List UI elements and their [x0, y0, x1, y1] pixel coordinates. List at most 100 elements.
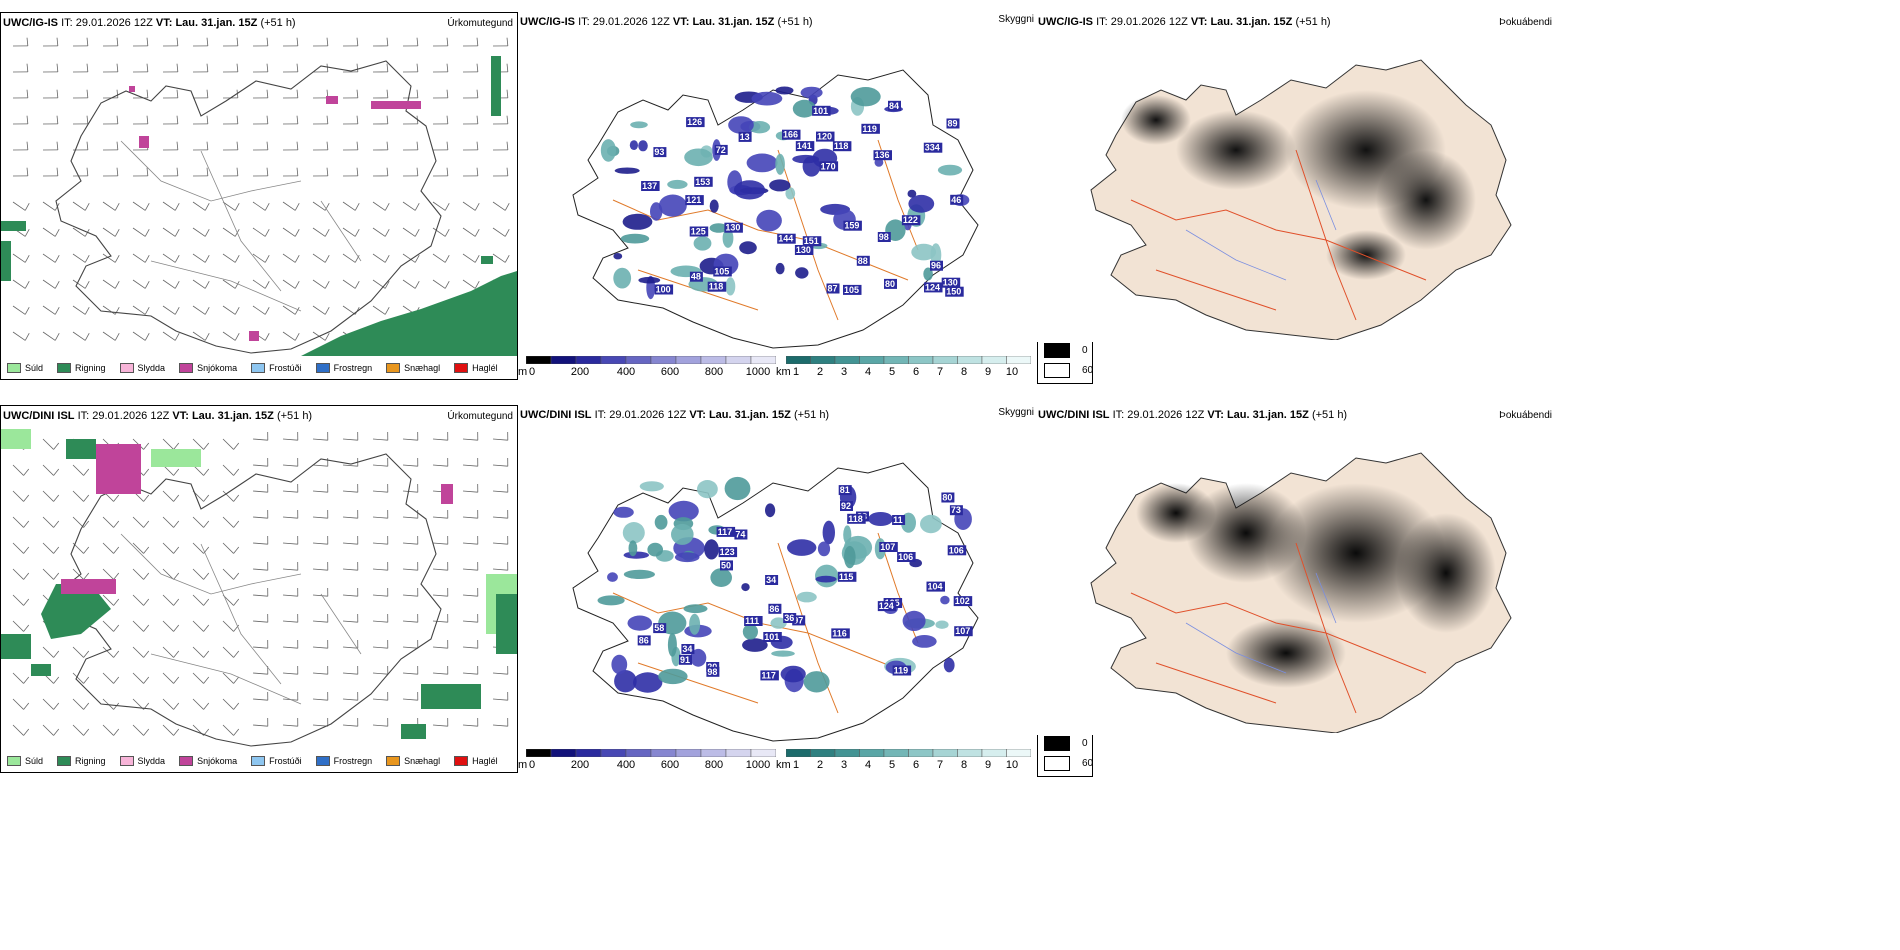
- legend-item: Súld: [7, 363, 43, 373]
- wind-barb-feather: [297, 561, 299, 571]
- wind-barb-feather: [417, 691, 419, 701]
- wind-barb: [192, 698, 204, 710]
- wind-barb-feather: [83, 702, 90, 710]
- wind-barb: [102, 620, 114, 632]
- wind-barb-feather: [477, 665, 479, 675]
- cloud-base-label-bg: [819, 161, 839, 172]
- cloud-base-label: 122: [903, 215, 918, 225]
- wind-barb-feather: [296, 115, 299, 124]
- wind-barb: [162, 516, 174, 528]
- wind-barb: [372, 97, 388, 99]
- wind-barb: [372, 594, 388, 597]
- wind-barb-feather: [83, 572, 90, 580]
- cloud-base-label-bg: [873, 150, 892, 161]
- wind-barb: [342, 279, 356, 289]
- wind-barb-feather: [477, 639, 479, 649]
- legend-item: Frostúði: [251, 363, 302, 373]
- wind-barb-feather: [114, 255, 120, 263]
- wind-barb: [342, 646, 358, 649]
- panel-title: Þokuábendi: [1499, 410, 1552, 421]
- wind-barb-feather: [84, 255, 90, 263]
- wind-barb-feather: [474, 255, 480, 263]
- wind-barb-feather: [203, 494, 210, 502]
- wind-barb: [12, 464, 24, 476]
- wind-barb-feather: [174, 281, 180, 289]
- wind-barb-feather: [356, 89, 359, 98]
- wind-barb: [402, 698, 418, 701]
- cloud-blob: [689, 613, 701, 635]
- cloudbase-tick: 800: [704, 759, 724, 771]
- legend-item: Snæhagl: [386, 756, 440, 766]
- wind-barb: [72, 71, 88, 73]
- wind-barb: [342, 672, 358, 675]
- cloud-blob: [725, 277, 736, 296]
- wind-barb: [282, 490, 298, 493]
- wind-barb: [432, 724, 448, 727]
- wind-barb: [252, 227, 266, 237]
- wind-barb: [132, 646, 144, 658]
- wind-barb: [402, 438, 418, 441]
- wind-barb: [12, 516, 24, 528]
- wind-barb-feather: [176, 89, 179, 98]
- wind-barb: [192, 71, 208, 73]
- cloud-base-label: 98: [879, 232, 889, 242]
- wind-barb-feather: [236, 141, 239, 150]
- wind-barb: [312, 227, 326, 237]
- wind-barb: [432, 594, 448, 597]
- wind-barb-feather: [54, 281, 60, 289]
- wind-barb-feather: [447, 457, 449, 467]
- visibility-tick: 8: [960, 366, 968, 378]
- wind-barb: [402, 542, 418, 545]
- wind-barb-feather: [267, 457, 269, 467]
- wind-barb-feather: [114, 281, 120, 289]
- wind-barb-feather: [327, 457, 329, 467]
- wind-barb: [402, 279, 416, 289]
- wind-barb-feather: [446, 63, 449, 72]
- cloud-base-label: 96: [931, 261, 941, 271]
- wind-barb-feather: [354, 255, 360, 263]
- visibility-tick: 7: [936, 366, 944, 378]
- cloud-base-label-bg: [720, 560, 733, 571]
- wind-barb: [372, 724, 388, 727]
- wind-barb-feather: [84, 281, 90, 289]
- wind-barb-feather: [203, 468, 210, 476]
- wind-barb-feather: [86, 167, 89, 176]
- wind-barb: [252, 149, 268, 151]
- cloudbase-tick: 400: [616, 366, 636, 378]
- wind-barb: [72, 45, 88, 47]
- wind-barb: [162, 149, 178, 151]
- wind-barb: [132, 568, 144, 580]
- cloudbase-map: 8034205874119818683106116981173410511710…: [572, 462, 979, 742]
- wind-barb-feather: [174, 333, 180, 341]
- wind-barb: [372, 438, 388, 441]
- wind-barb-feather: [417, 483, 419, 493]
- wind-barb-feather: [146, 167, 149, 176]
- wind-barb: [42, 149, 58, 151]
- visibility-tick: 1: [792, 366, 800, 378]
- wind-barb-feather: [327, 535, 329, 545]
- wind-barb-feather: [56, 115, 59, 124]
- wind-barb: [492, 698, 508, 701]
- wind-barb: [432, 279, 446, 289]
- cloud-blob: [785, 187, 796, 200]
- cloud-base-label: 130: [725, 223, 740, 233]
- wind-barb: [252, 594, 268, 597]
- legend-item: Slydda: [119, 363, 165, 373]
- cloud-blob: [600, 139, 616, 162]
- cloud-base-label-bg: [782, 129, 801, 140]
- wind-barb: [102, 201, 116, 211]
- wind-barb-feather: [294, 203, 300, 211]
- wind-barb: [132, 542, 144, 554]
- wind-barb-feather: [113, 520, 120, 528]
- wind-barb: [222, 201, 236, 211]
- wind-barb: [402, 45, 418, 47]
- wind-barb-feather: [267, 535, 269, 545]
- wind-barb: [252, 464, 268, 467]
- wind-barb: [12, 331, 26, 341]
- wind-barb: [72, 698, 84, 710]
- colorbar-segment: [625, 749, 652, 757]
- wind-barb-feather: [357, 483, 359, 493]
- wind-barb-feather: [113, 494, 120, 502]
- cloud-base-label: 80: [885, 279, 895, 289]
- wind-barb-feather: [294, 229, 300, 237]
